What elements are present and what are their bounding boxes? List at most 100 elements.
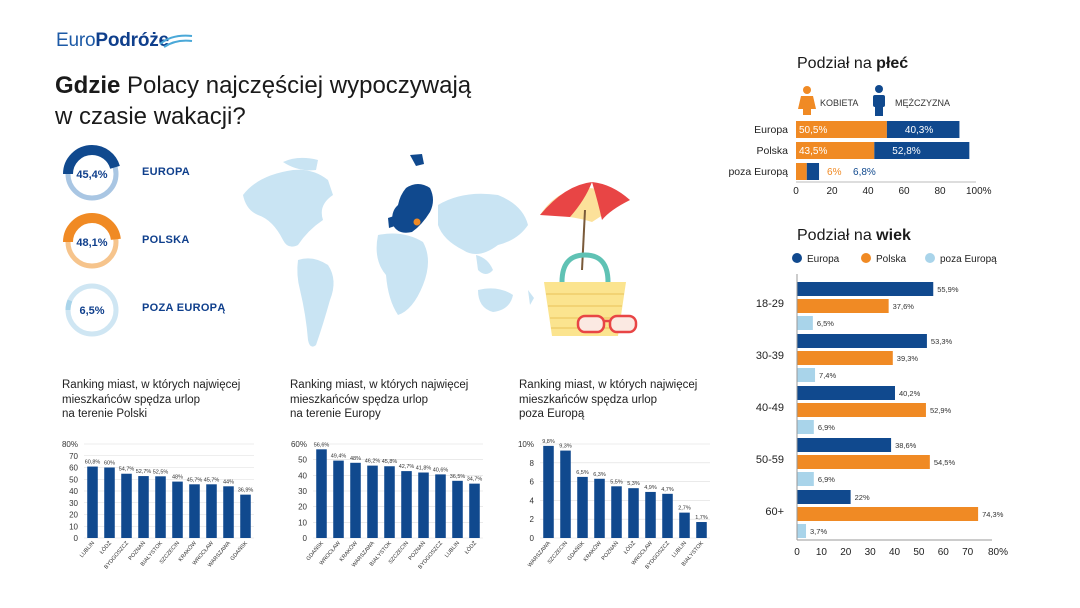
rank-y-tick: 50 [298,456,307,465]
age-title-normal: Podział na [797,227,877,244]
age-legend-label: poza Europą [940,254,997,265]
share-rings: 45,4% 48,1% 6,5% [63,145,121,337]
ring-arc [65,283,119,337]
rank-bar-label: 34,7% [467,477,483,483]
ring-value: 48,1% [76,237,107,249]
age-category-label: 60+ [765,506,784,518]
rank-bar [645,491,656,538]
rank-category-label: ŁÓDŹ [98,539,113,555]
age-bar-label: 74,3% [982,510,1004,519]
ranking-title-line: Ranking miast, w których najwięcej [519,379,698,391]
rank-bar [316,449,327,538]
rank-bar-label: 2,7% [678,506,691,512]
age-bar [797,351,893,365]
gender-label-female: 43,5% [799,146,827,157]
rank-category-label: LUBLIN [79,540,96,559]
gender-tick: 40 [862,186,874,197]
age-bar [797,420,814,434]
rank-bar [350,462,361,538]
rank-y-tick: 10 [69,522,78,531]
age-bar [797,368,816,382]
ring-arc [63,213,121,271]
age-bar [797,282,934,296]
rank-y-tick: 20 [298,503,307,512]
rank-y-tick: 2 [530,515,535,524]
rank-y-tick: 60 [69,464,78,473]
age-tick: 30 [865,547,877,558]
gender-label-female: 50,5% [799,125,827,136]
rank-y-tick: 20 [69,511,78,520]
age-bar-label: 22% [855,493,870,502]
rank-y-tick: 30 [69,499,78,508]
beach-illustration [540,182,638,336]
age-bar-label: 38,6% [895,441,917,450]
ranking-title-line: Ranking miast, w których najwięcej [290,379,469,391]
age-bar [797,455,930,469]
rank-bar [628,488,639,538]
rank-bar-label: 9,8% [542,439,555,445]
ring-value: 45,4% [76,169,107,181]
age-bar-label: 39,3% [897,354,919,363]
rank-bar-label: 45,7% [204,477,220,483]
rank-bar-label: 4,9% [644,485,657,491]
gender-bar-female [796,121,887,138]
age-tick: 0 [794,547,800,558]
rank-bar [384,466,395,538]
age-bar [797,299,889,313]
rank-bar-label: 40,6% [433,467,449,473]
page-title: Gdzie Polacy najczęściej wypoczywają w c… [55,70,471,132]
rank-bar [560,450,571,538]
rank-bar [155,476,166,538]
gender-title-normal: Podział na [797,55,877,72]
brand-logo[interactable]: EuroPodróże [56,30,169,52]
rank-bar-label: 5,5% [610,479,623,485]
brand-name-bold: Podróże [95,30,169,51]
rank-bar [104,467,115,538]
age-legend-label: Europa [807,254,840,265]
ring-arc [63,145,121,203]
rank-bar [543,445,554,538]
age-legend-dot [861,253,871,263]
rank-bar-label: 46,2% [365,459,381,465]
age-bar-label: 6,9% [818,475,835,484]
rank-y-tick: 40 [298,471,307,480]
female-icon [798,86,816,115]
rank-bar-label: 6,3% [593,472,606,478]
age-bar-label: 3,7% [810,527,827,536]
ring-label-polska: POLSKA [142,234,190,246]
rank-bar [189,484,200,538]
gender-bar-female [796,163,807,180]
ring-value: 6,5% [79,305,104,317]
rank-bar [577,476,588,538]
gender-label-male: 52,8% [892,146,920,157]
age-bar-label: 6,5% [817,319,834,328]
age-bar [797,490,851,504]
age-bar-label: 6,9% [818,423,835,432]
rank-bar [333,460,344,538]
gender-chart: KOBIETA MĘŻCZYZNA Europa 50,5% 40,3% Polska 43… [728,85,992,197]
rank-bar-label: 49,4% [331,454,347,460]
gender-tick: 100% [966,186,992,197]
age-bar [797,438,892,452]
age-bar-label: 54,5% [934,458,956,467]
gender-section-title: Podział na płeć [797,55,908,73]
age-bar [797,472,814,486]
gender-label-male: 40,3% [905,125,933,136]
rank-bar-label: 9,3% [559,444,572,450]
rank-bar-label: 36,9% [238,488,254,494]
rank-bar-label: 44% [223,479,234,485]
rank-bar [240,494,251,538]
rank-bar-label: 56,6% [314,442,330,448]
title-line2: w czasie wakacji? [55,103,246,130]
rank-bar-label: 45,8% [382,459,398,465]
rank-y-tick: 0 [530,534,535,543]
rank-y-tick: 70 [69,452,78,461]
rank-category-label: LUBLIN [671,540,688,559]
logo-swoosh-icon [159,34,193,48]
gender-bar-female [796,142,875,159]
age-category-label: 30-39 [756,350,784,362]
gender-tick: 60 [898,186,910,197]
rank-bar-label: 6,5% [576,470,589,476]
